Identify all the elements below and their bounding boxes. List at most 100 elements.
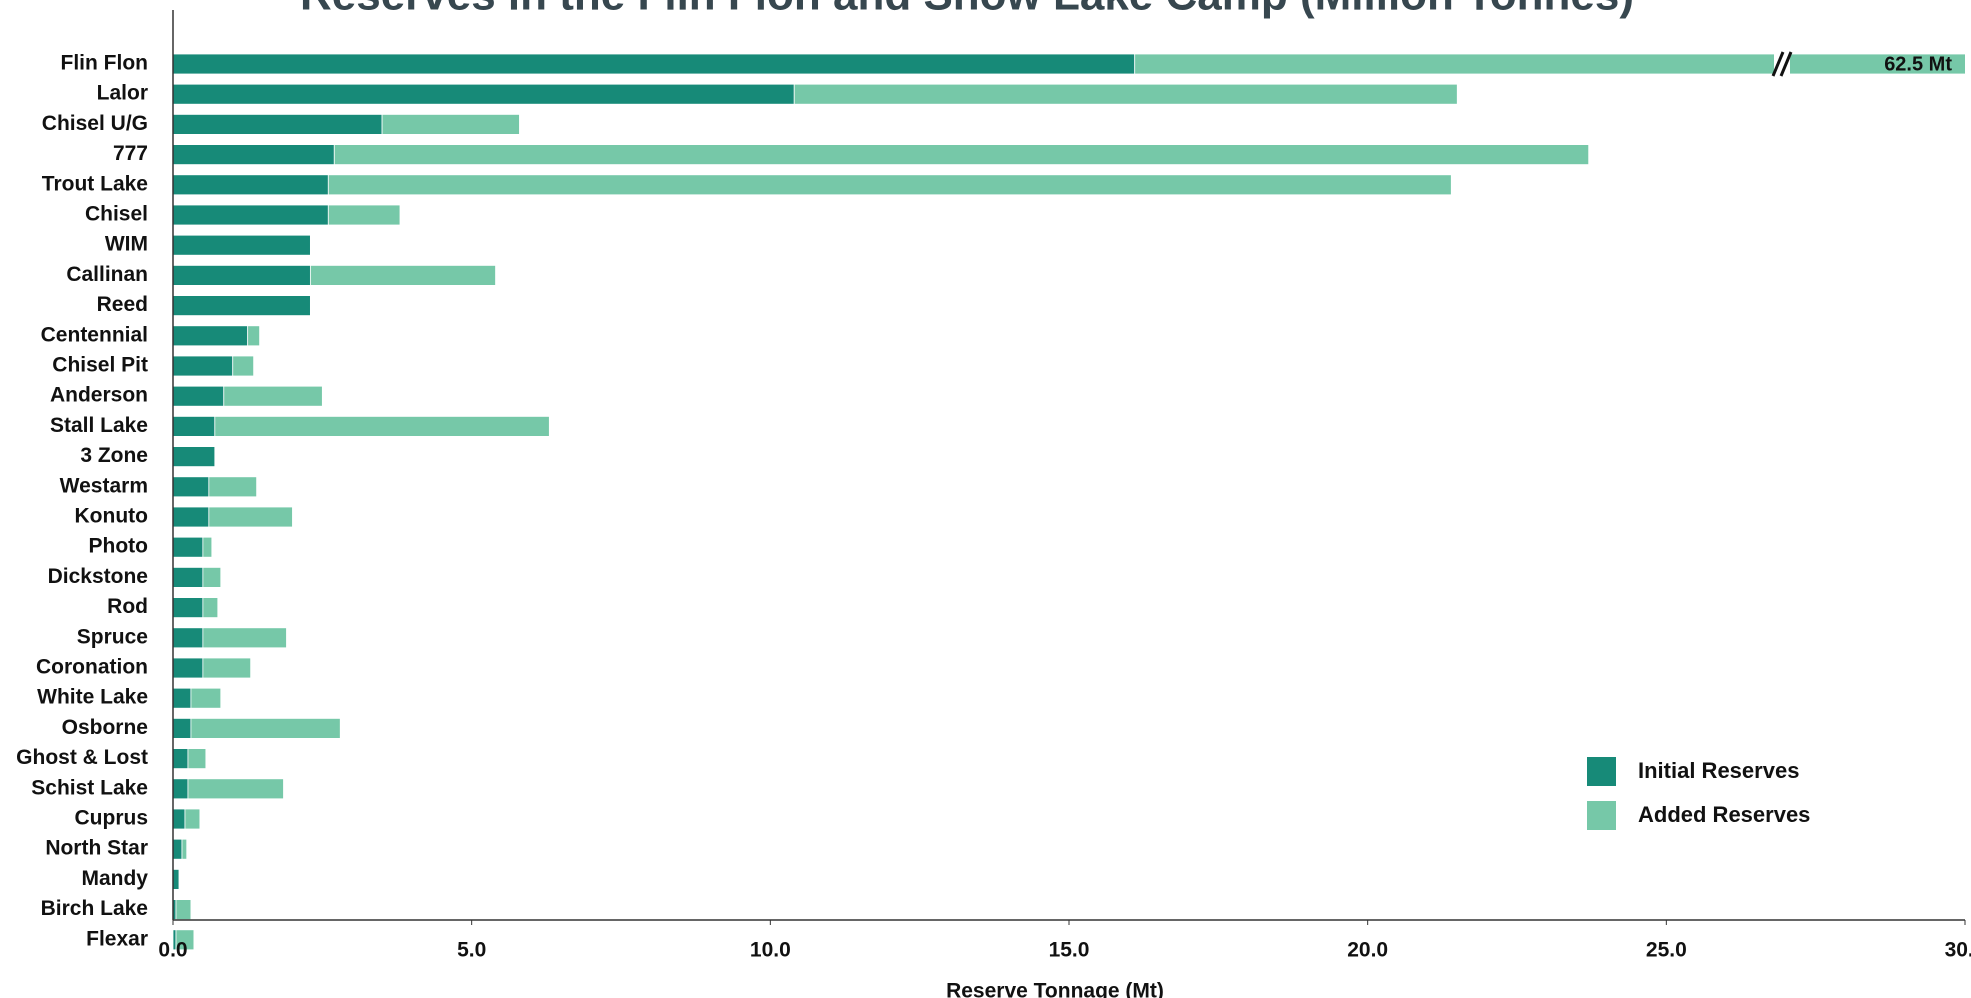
category-label: Stall Lake [50, 414, 148, 437]
bar-segment [381, 114, 520, 135]
bar-segment [173, 808, 186, 830]
category-label: Photo [89, 535, 148, 558]
legend-swatch [1587, 801, 1616, 830]
bar-segment [247, 325, 261, 347]
category-label: Mandy [81, 867, 148, 890]
x-axis-title: Reserve Tonnage (Mt) [946, 980, 1164, 998]
bar-segment [173, 53, 1136, 75]
break-mark [1779, 51, 1793, 77]
category-label: WIM [105, 233, 148, 256]
bar-segment [173, 506, 210, 528]
bar-segment [184, 808, 201, 830]
bar-segment [173, 144, 335, 166]
break-gap [1774, 52, 1790, 76]
category-label: Westarm [60, 474, 148, 497]
category-label: Flexar [86, 927, 148, 950]
category-label: Ghost & Lost [16, 746, 148, 769]
category-label: Rod [107, 595, 148, 618]
category-label: Reed [97, 293, 148, 316]
bar-segment [173, 778, 189, 800]
bar-segment [327, 174, 1452, 196]
category-label: 3 Zone [80, 444, 148, 467]
category-label: Anderson [50, 384, 148, 407]
bar-segment [173, 687, 192, 709]
bar-segment [173, 83, 795, 105]
bar-segment [327, 204, 401, 226]
category-label: Chisel [85, 203, 148, 226]
bar-segment [309, 264, 496, 286]
category-label: Chisel Pit [52, 354, 148, 377]
category-label: Spruce [77, 625, 148, 648]
bar-segment [173, 718, 192, 739]
bar-segment [173, 476, 210, 498]
bar-segment [208, 506, 293, 528]
bar-segment [173, 838, 183, 860]
bar-segment [202, 627, 287, 649]
category-label: Coronation [36, 656, 148, 679]
x-tick-label: 0.0 [158, 939, 187, 962]
x-tick-label: 20.0 [1347, 939, 1388, 962]
bar-segment [333, 144, 1590, 166]
category-label: Centennial [41, 323, 148, 346]
category-label: 777 [113, 142, 148, 165]
category-label: Callinan [66, 263, 148, 286]
bar-segment [793, 83, 1458, 105]
bar-segment [1134, 53, 1965, 75]
category-label: Schist Lake [31, 776, 148, 799]
category-label: Dickstone [48, 565, 148, 588]
bar-segment [214, 415, 550, 437]
bar-segment [173, 446, 216, 468]
category-label: North Star [45, 837, 148, 860]
bar-segment [173, 114, 383, 135]
category-label: Lalor [97, 82, 148, 105]
bar-segment [173, 627, 204, 649]
legend-swatch [1587, 757, 1616, 786]
bar-segment [187, 778, 284, 800]
bar-segment [173, 597, 204, 618]
x-tick-label: 30.0 [1945, 939, 1971, 962]
bar-segment [173, 748, 189, 769]
bar-segment [202, 597, 219, 618]
annotation: 62.5 Mt [1884, 53, 1952, 75]
bar-segment [173, 385, 225, 407]
x-tick-label: 15.0 [1049, 939, 1090, 962]
bar-segment [173, 234, 311, 256]
category-label: Cuprus [75, 807, 149, 830]
bar-segment [173, 355, 234, 377]
bar-segment [173, 204, 329, 226]
bar-segment [190, 687, 222, 709]
bar-segment [181, 838, 188, 860]
legend-label: Initial Reserves [1638, 758, 1799, 783]
category-label: White Lake [37, 686, 148, 709]
bar-segment [175, 929, 195, 951]
category-label: Trout Lake [42, 172, 148, 195]
category-label: Konuto [75, 505, 148, 528]
bar-segment [173, 869, 180, 890]
bar-segment [173, 536, 204, 558]
bar-segment [187, 748, 207, 769]
bar-segment [190, 718, 341, 739]
bar-segment [232, 355, 255, 377]
chart-title: Reserves in the Flin Flon and Snow Lake … [300, 0, 1634, 20]
x-tick-label: 10.0 [750, 939, 791, 962]
x-tick-label: 25.0 [1646, 939, 1687, 962]
bar-segment [173, 415, 216, 437]
bar-segment [173, 174, 329, 196]
bar-segment [173, 295, 311, 317]
legend-label: Added Reserves [1638, 802, 1810, 827]
bar-segment [173, 657, 204, 679]
bar-segment [202, 536, 213, 558]
bar-segment [202, 567, 222, 588]
bar-segment [173, 325, 249, 347]
bar-segment [173, 567, 204, 588]
category-label: Flin Flon [61, 52, 148, 75]
break-mark [1771, 51, 1785, 77]
bar-segment [223, 385, 323, 407]
category-label: Osborne [62, 716, 148, 739]
bar-segment [202, 657, 252, 679]
category-label: Birch Lake [41, 897, 148, 920]
bar-segment [175, 899, 192, 920]
bar-segment [208, 476, 258, 498]
x-tick-label: 5.0 [457, 939, 486, 962]
